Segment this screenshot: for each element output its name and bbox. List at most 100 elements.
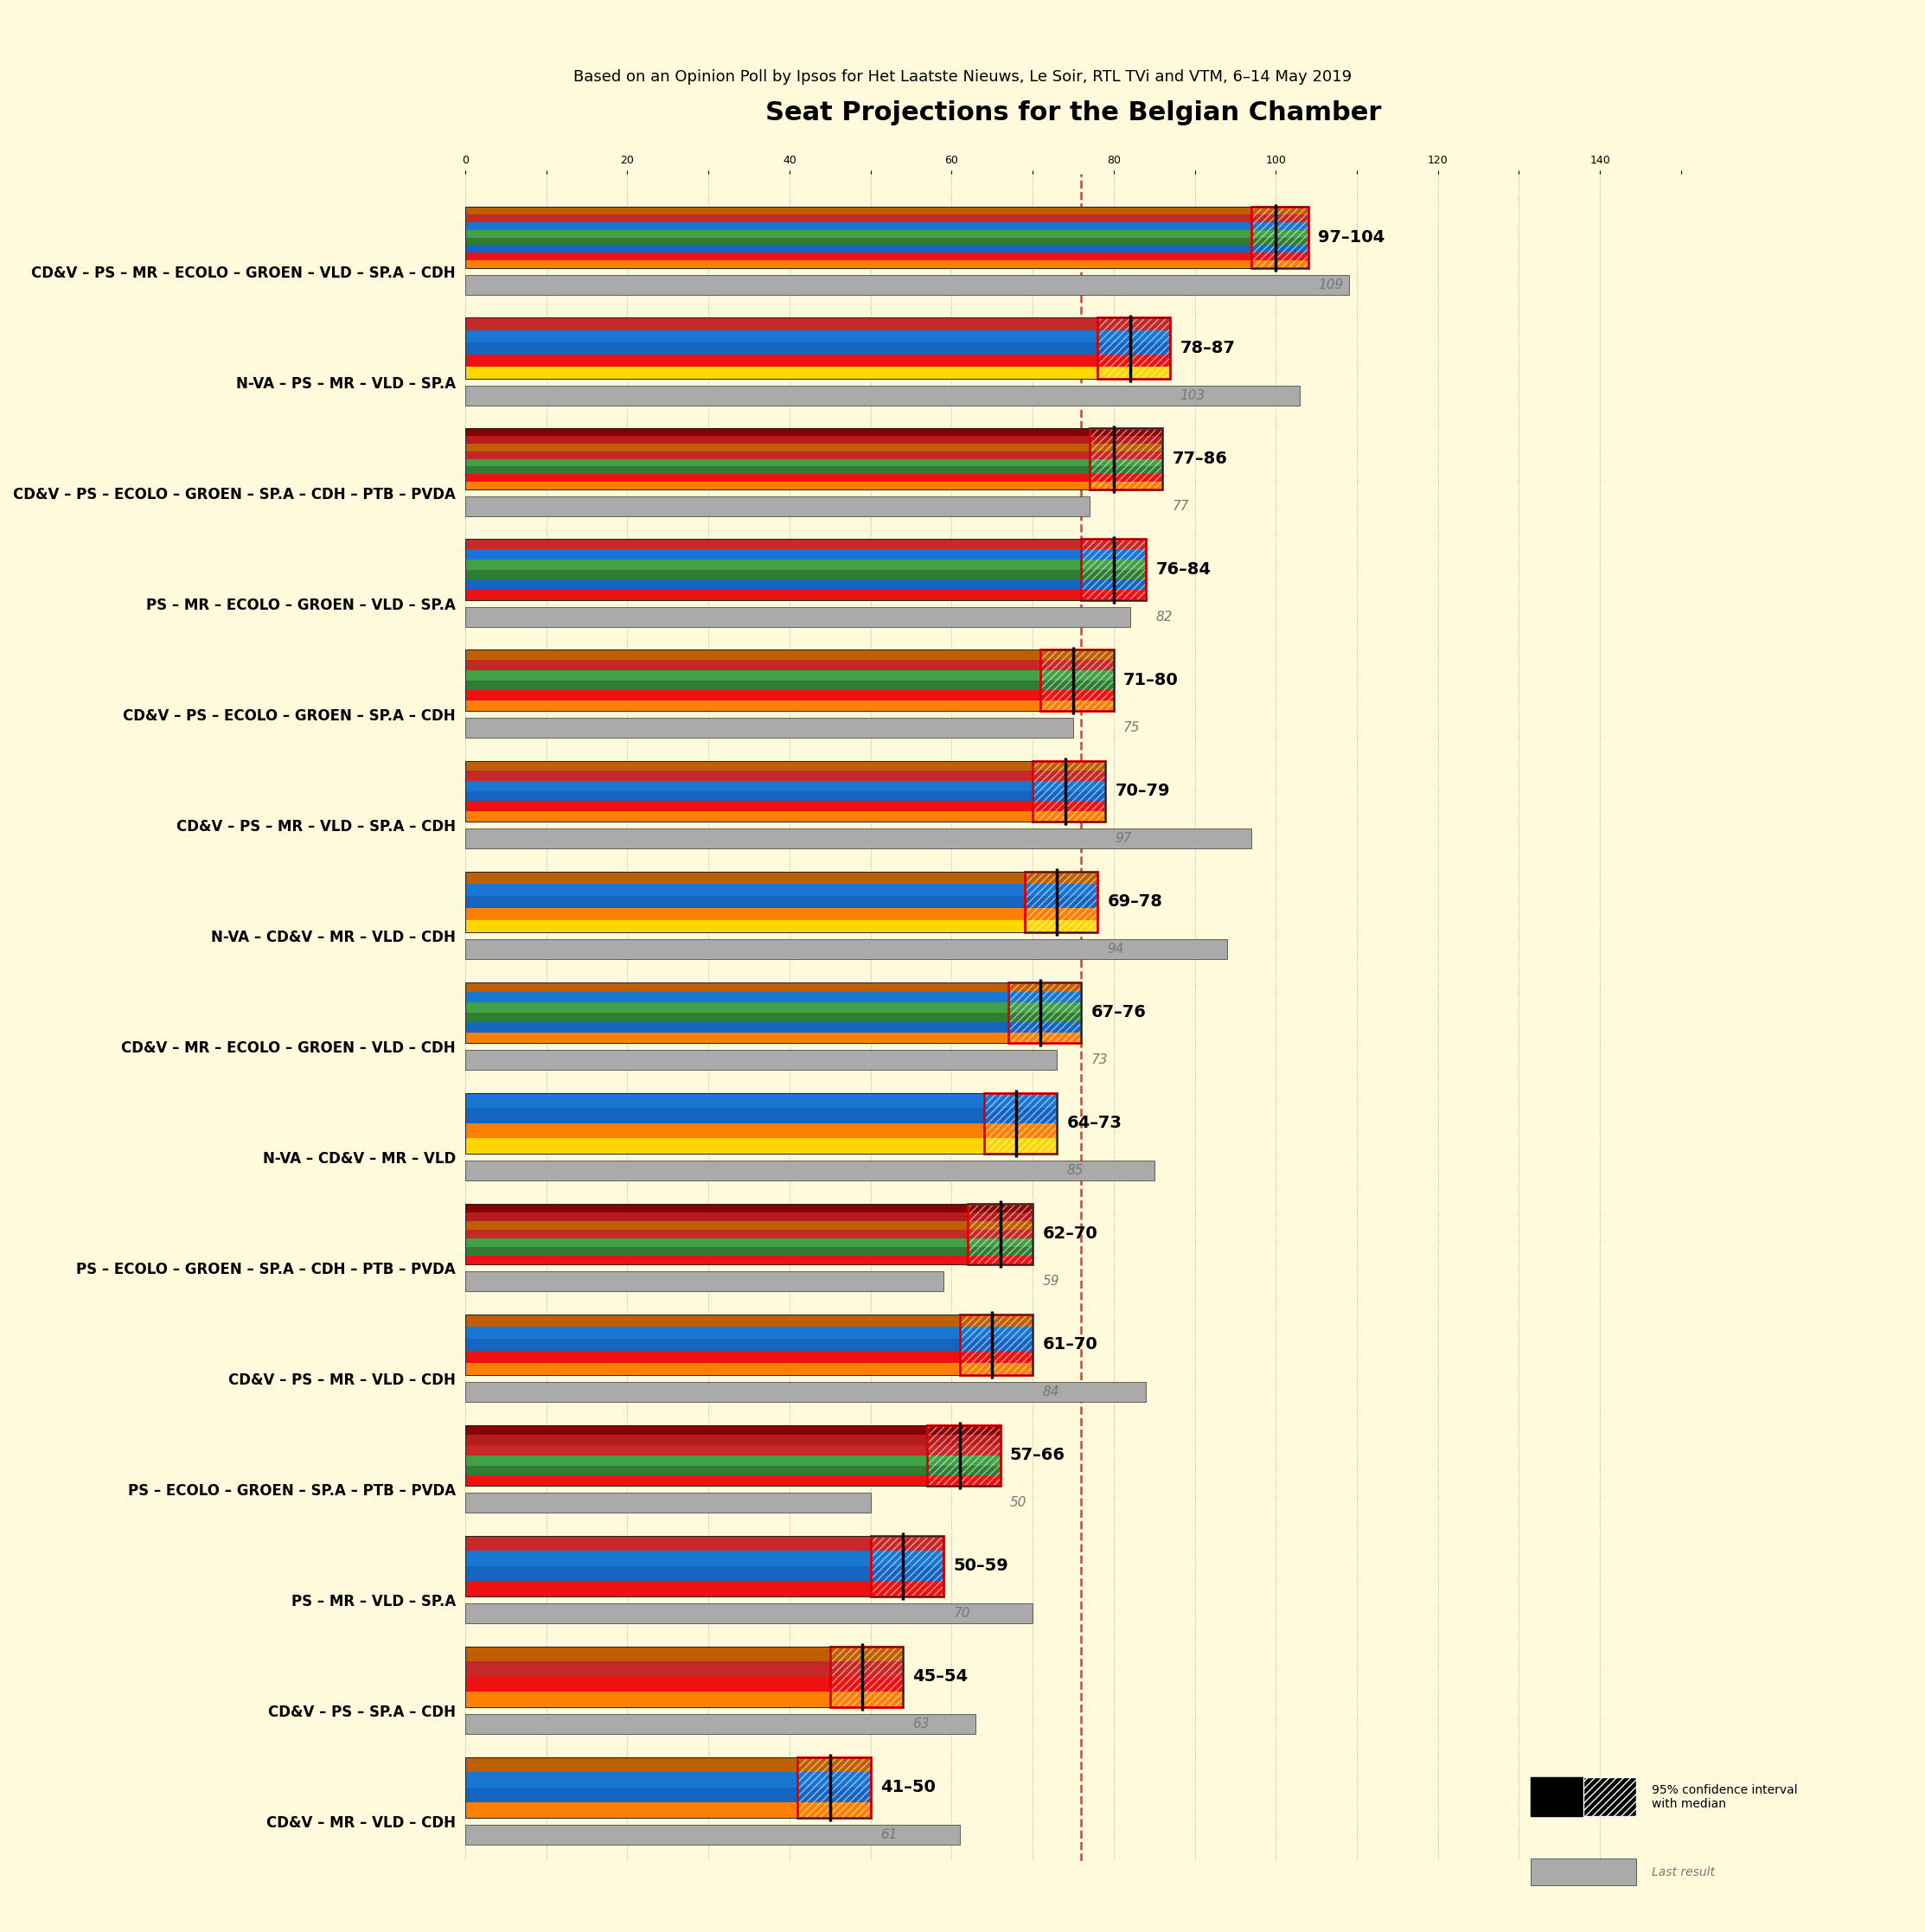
Bar xyxy=(466,1604,1032,1623)
Bar xyxy=(797,1756,870,1818)
Bar xyxy=(466,580,1145,589)
Bar xyxy=(466,1714,976,1733)
Bar xyxy=(466,1034,1082,1043)
Bar xyxy=(466,1094,1057,1107)
Bar xyxy=(1041,649,1115,711)
Bar xyxy=(466,481,1163,489)
Bar xyxy=(466,1536,943,1596)
Bar xyxy=(466,1314,1032,1376)
Bar xyxy=(466,920,1097,933)
Bar xyxy=(466,1107,1057,1122)
Bar xyxy=(466,993,1082,1003)
Bar xyxy=(466,1350,1032,1362)
Bar xyxy=(466,771,1105,781)
Bar xyxy=(466,981,1082,993)
Bar xyxy=(1009,981,1082,1043)
Bar xyxy=(466,1455,1001,1466)
Bar xyxy=(466,342,1170,354)
Bar xyxy=(466,429,1163,489)
Bar xyxy=(797,1756,870,1818)
Bar xyxy=(1251,207,1309,269)
Bar xyxy=(870,1536,943,1596)
Bar xyxy=(466,1327,1032,1339)
Bar xyxy=(466,1339,1032,1350)
Text: 45–54: 45–54 xyxy=(912,1669,968,1685)
Bar xyxy=(466,1246,1032,1256)
Bar xyxy=(466,1221,1032,1229)
Bar xyxy=(466,560,1145,570)
Text: 75: 75 xyxy=(1124,721,1140,734)
Text: 73: 73 xyxy=(1091,1053,1107,1066)
Bar xyxy=(466,207,1309,269)
Bar xyxy=(968,1204,1032,1264)
Text: 41–50: 41–50 xyxy=(880,1779,936,1795)
Bar xyxy=(1097,317,1170,379)
Bar xyxy=(466,429,1163,437)
Bar xyxy=(466,1772,870,1787)
Bar xyxy=(466,1362,1032,1376)
Text: 63: 63 xyxy=(912,1718,930,1731)
Bar xyxy=(466,222,1309,230)
Bar xyxy=(466,1646,903,1662)
Text: 57–66: 57–66 xyxy=(1011,1447,1065,1464)
Bar xyxy=(466,908,1097,920)
Bar xyxy=(1090,429,1163,489)
Bar xyxy=(466,690,1115,701)
Bar xyxy=(466,1012,1082,1022)
Text: 71–80: 71–80 xyxy=(1124,672,1178,688)
Text: 109: 109 xyxy=(1319,278,1344,292)
Bar xyxy=(466,589,1145,601)
Bar xyxy=(466,1049,1057,1070)
Bar xyxy=(466,680,1115,690)
Bar xyxy=(466,473,1163,481)
Bar xyxy=(466,1138,1057,1153)
Bar xyxy=(830,1646,903,1708)
Bar xyxy=(961,1314,1032,1376)
Bar xyxy=(466,549,1145,560)
Text: Based on an Opinion Poll by Ipsos for Het Laatste Nieuws, Le Soir, RTL TVi and V: Based on an Opinion Poll by Ipsos for He… xyxy=(574,70,1351,85)
Text: 82: 82 xyxy=(1155,611,1172,624)
Bar xyxy=(466,939,1226,958)
Bar xyxy=(466,1271,943,1291)
Text: 50–59: 50–59 xyxy=(953,1557,1009,1575)
Text: 84: 84 xyxy=(1041,1385,1059,1399)
Bar xyxy=(466,1161,1155,1180)
Bar xyxy=(466,261,1309,269)
Text: 67–76: 67–76 xyxy=(1091,1005,1145,1020)
Bar xyxy=(466,539,1145,601)
Bar xyxy=(466,883,1097,896)
Bar xyxy=(830,1646,903,1708)
Bar xyxy=(466,871,1097,933)
Text: 59: 59 xyxy=(1041,1275,1059,1287)
Bar xyxy=(466,1476,1001,1486)
Text: 69–78: 69–78 xyxy=(1107,895,1163,910)
Bar xyxy=(466,330,1170,342)
Text: 61–70: 61–70 xyxy=(1041,1337,1097,1352)
Bar xyxy=(928,1426,1001,1486)
Bar xyxy=(870,1536,943,1596)
Bar xyxy=(466,1492,870,1513)
Bar xyxy=(466,214,1309,222)
Bar xyxy=(466,460,1163,466)
Text: 97: 97 xyxy=(1115,831,1132,844)
Bar xyxy=(961,1314,1032,1376)
Text: 78–87: 78–87 xyxy=(1180,340,1236,355)
Bar xyxy=(466,649,1115,711)
Bar xyxy=(466,317,1170,379)
Bar xyxy=(466,1787,870,1803)
Bar xyxy=(466,981,1082,1043)
Text: 70: 70 xyxy=(953,1607,970,1619)
Text: 64–73: 64–73 xyxy=(1066,1115,1122,1132)
Bar xyxy=(466,1094,1057,1153)
Bar xyxy=(466,437,1163,444)
Text: 62–70: 62–70 xyxy=(1041,1225,1097,1242)
Bar xyxy=(466,1003,1082,1012)
Bar xyxy=(466,1122,1057,1138)
Bar xyxy=(466,661,1115,670)
Bar xyxy=(466,802,1105,811)
Bar xyxy=(466,811,1105,821)
Bar xyxy=(1251,207,1309,269)
Bar xyxy=(466,1824,961,1845)
Bar xyxy=(984,1094,1057,1153)
Bar xyxy=(466,1551,943,1567)
